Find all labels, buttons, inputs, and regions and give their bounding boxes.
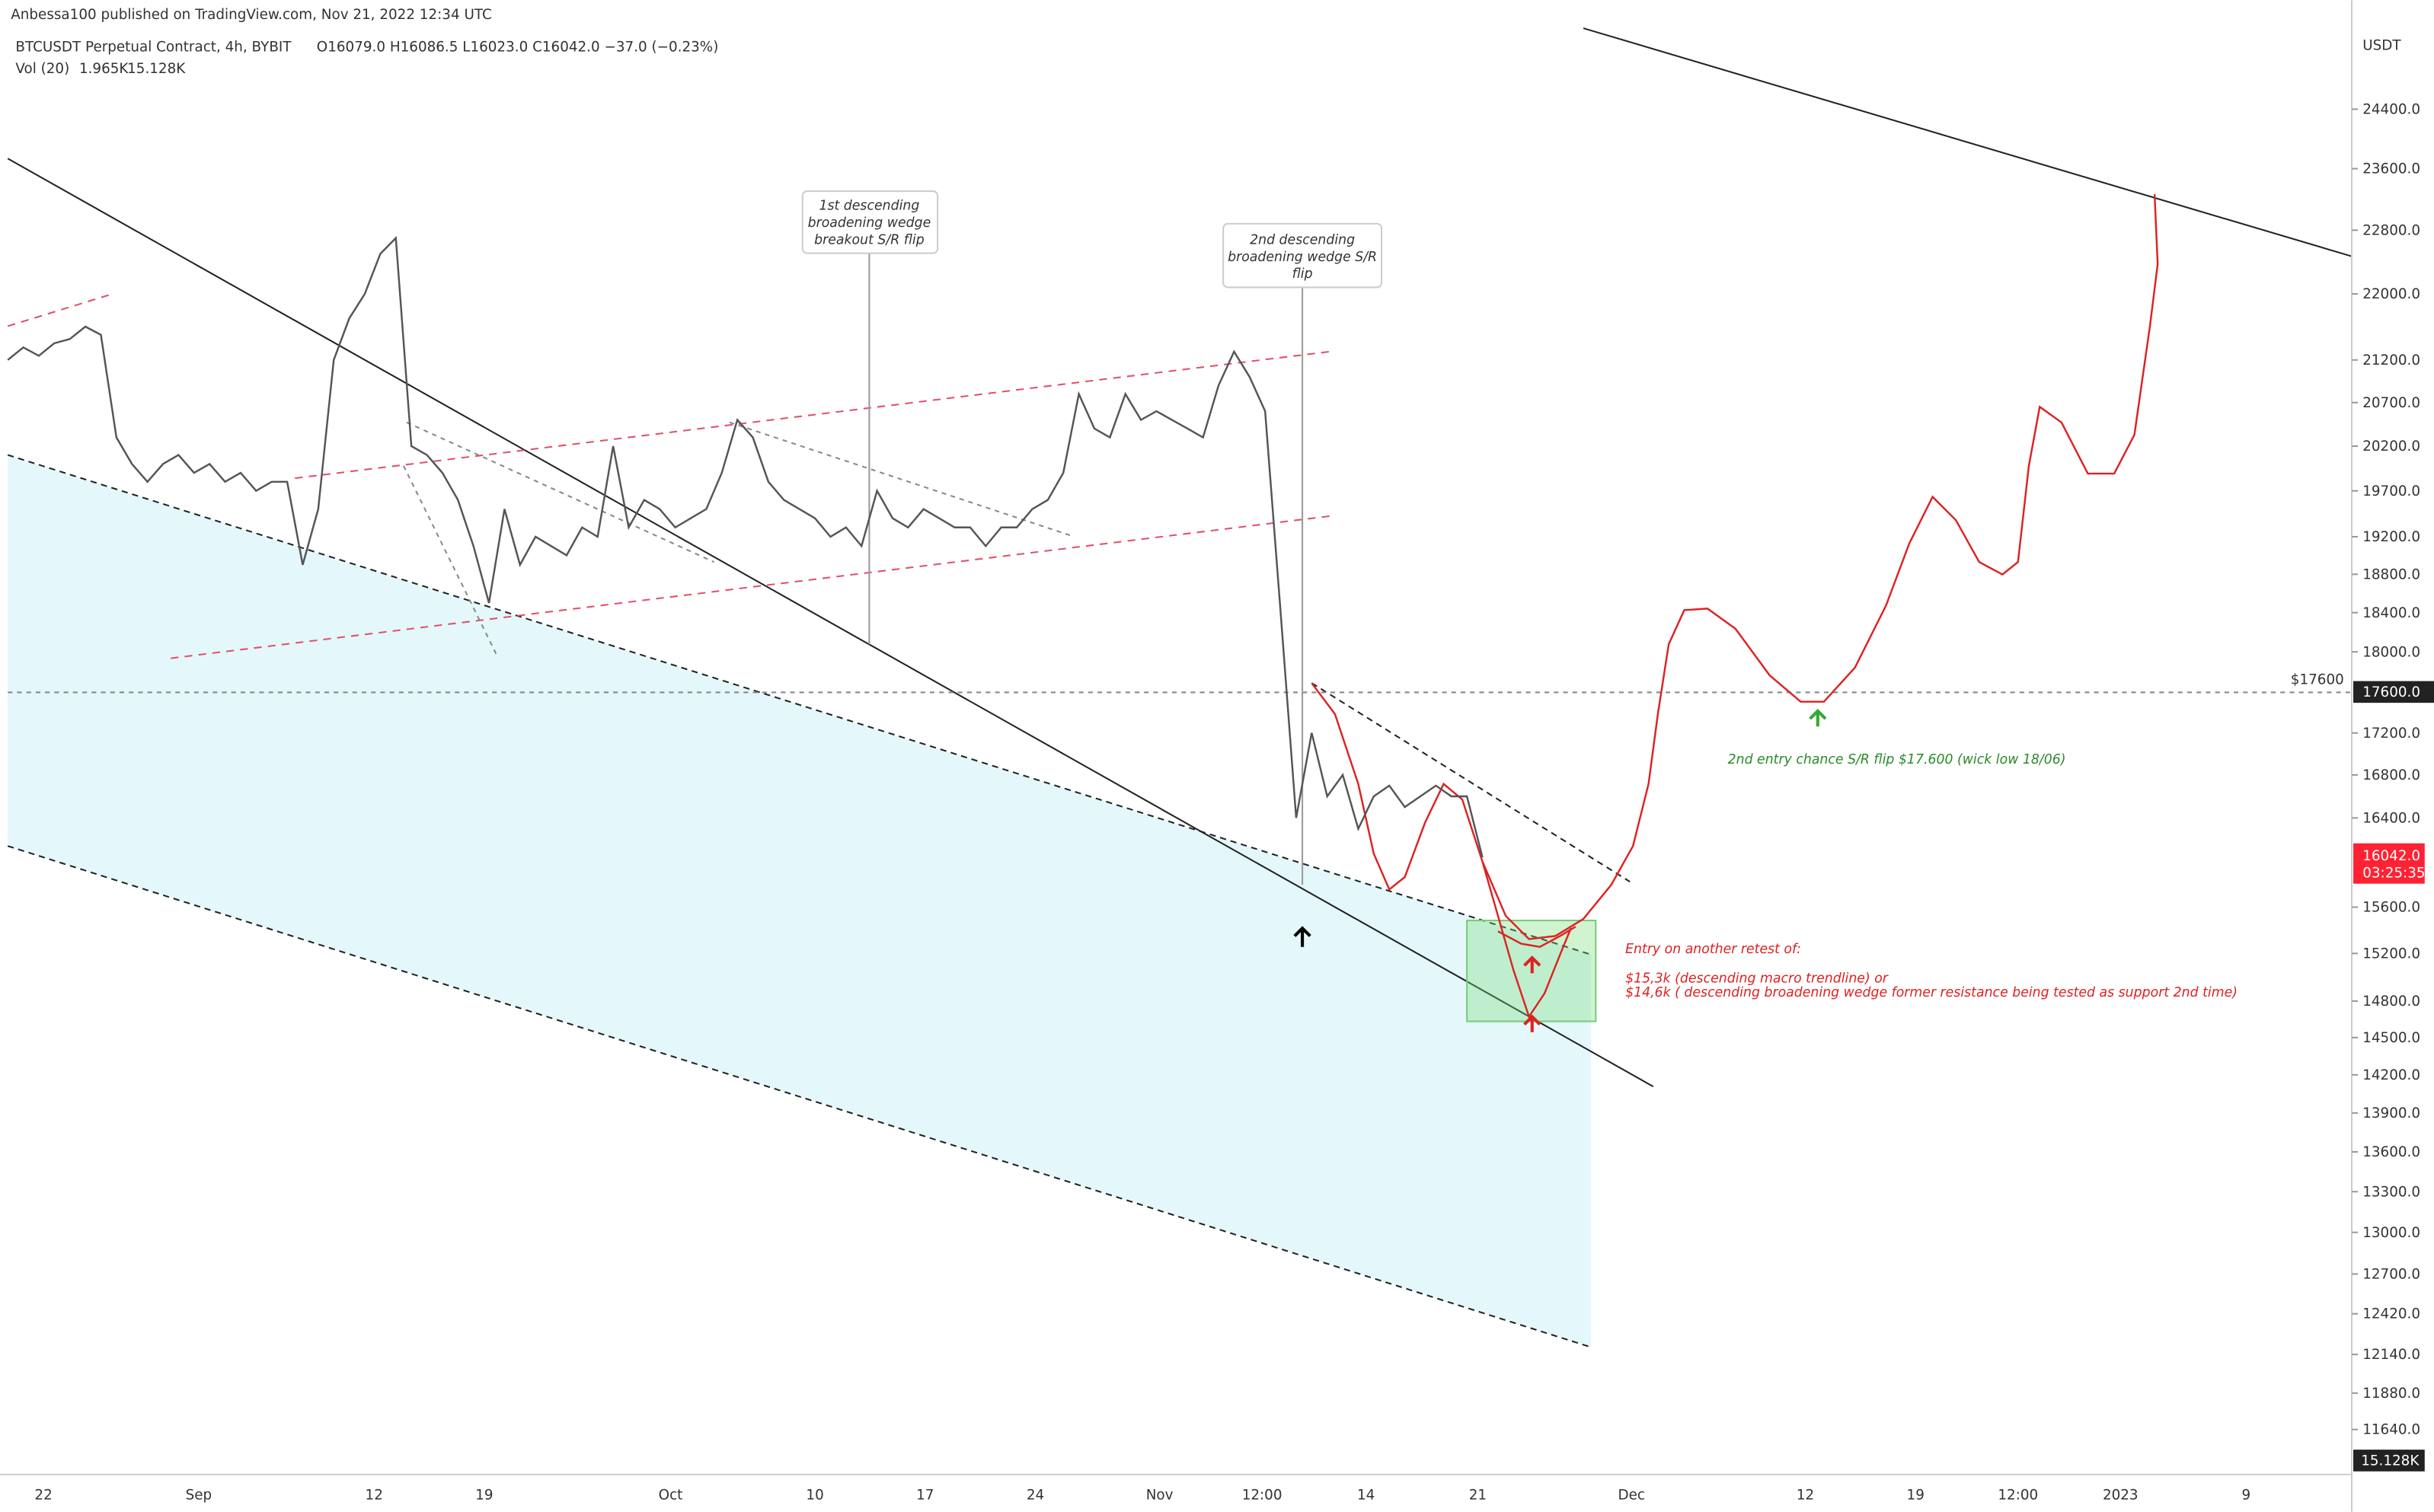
y-tick-label: 13300.0 <box>2362 1184 2420 1200</box>
x-tick-label: 24 <box>1027 1487 1044 1503</box>
red-note: $15,3k (descending macro trendline) or <box>1625 971 1889 987</box>
y-tick-label: 18000.0 <box>2362 644 2420 660</box>
arrow <box>1293 926 1311 947</box>
x-tick-label: 14 <box>1357 1487 1375 1503</box>
y-tick-label: 16400.0 <box>2362 810 2420 826</box>
price-line <box>7 235 1484 858</box>
callout-box <box>801 190 939 254</box>
y-tick-label: 20200.0 <box>2362 439 2420 455</box>
publisher: Anbessa100 published on TradingView.com,… <box>11 7 492 23</box>
y-tick-label: 22800.0 <box>2362 222 2420 238</box>
x-tick-label: 10 <box>806 1487 823 1503</box>
x-tick-label: 12:00 <box>1242 1487 1282 1503</box>
x-tick-label: 12:00 <box>1998 1487 2038 1503</box>
currency: USDT <box>2362 38 2401 54</box>
y-tick-label: 13600.0 <box>2362 1144 2420 1160</box>
y-tick-label: 15600.0 <box>2362 900 2420 916</box>
x-tick-label: 19 <box>475 1487 493 1503</box>
y-tick-label: 12140.0 <box>2362 1347 2420 1363</box>
ohlc: O16079.0 H16086.5 L16023.0 C16042.0 −37.… <box>317 40 719 56</box>
last-price: 16042.0 <box>2362 848 2420 864</box>
x-tick-label: Nov <box>1146 1487 1174 1503</box>
x-tick-label: 12 <box>1797 1487 1814 1503</box>
arrow <box>1523 955 1541 974</box>
volume-badge <box>2353 1450 2425 1472</box>
x-tick-label: 22 <box>34 1487 52 1503</box>
countdown: 03:25:35 <box>2362 866 2425 882</box>
red-note: Entry on another retest of: <box>1625 942 1801 957</box>
y-tick-label: 11640.0 <box>2362 1422 2420 1438</box>
x-tick-label: 9 <box>2242 1487 2251 1503</box>
y-tick-label: 24400.0 <box>2362 102 2420 118</box>
x-tick-label: 2023 <box>2103 1487 2139 1503</box>
y-tick-label: 13900.0 <box>2362 1105 2420 1121</box>
y-tick-label: 20700.0 <box>2362 395 2420 411</box>
symbol: BTCUSDT Perpetual Contract, 4h, BYBIT <box>15 40 292 56</box>
trendline-dashed <box>7 845 1592 1348</box>
y-tick-label: 13000.0 <box>2362 1225 2420 1241</box>
trendline <box>7 158 1654 1088</box>
x-tick-label: Dec <box>1618 1487 1644 1503</box>
wedge-line <box>403 465 498 656</box>
y-tick-label: 12700.0 <box>2362 1267 2420 1283</box>
y-tick-label: 23600.0 <box>2362 161 2420 177</box>
channel-line <box>295 350 1336 480</box>
x-tick-label: 19 <box>1907 1487 1925 1503</box>
y-tick-label: 15200.0 <box>2362 946 2420 962</box>
x-tick-label: 12 <box>366 1487 383 1503</box>
arrow <box>1523 1014 1541 1032</box>
level-badge <box>2353 681 2434 703</box>
y-tick-label: 14500.0 <box>2362 1030 2420 1046</box>
wedge-line <box>406 421 715 563</box>
trendline <box>1583 27 2353 257</box>
y-tick-label: 17200.0 <box>2362 726 2420 742</box>
x-tick-label: Oct <box>659 1487 683 1503</box>
level-label: 17600.0 <box>2362 684 2420 700</box>
callout-box <box>1222 222 1383 289</box>
y-tick-label: 11880.0 <box>2362 1386 2420 1402</box>
x-tick-label: Sep <box>186 1487 212 1503</box>
y-tick-label: 19700.0 <box>2362 483 2420 499</box>
red-note: $14,6k ( descending broadening wedge for… <box>1625 985 2238 1000</box>
y-tick-label: 21200.0 <box>2362 352 2420 368</box>
y-tick-label: 14200.0 <box>2362 1067 2420 1083</box>
y-tick-label: 19200.0 <box>2362 529 2420 545</box>
last-price-badge <box>2353 843 2425 884</box>
y-tick-label: 12420.0 <box>2362 1306 2420 1322</box>
shaded-zone <box>8 455 1592 1348</box>
callout-text: breakout S/R flip <box>814 232 925 247</box>
volume-label: 15.128K <box>2361 1453 2420 1469</box>
trendline-dashed <box>7 454 1592 955</box>
x-tick-label: 21 <box>1469 1487 1487 1503</box>
wedge-line <box>729 421 1072 537</box>
callout-text: broadening wedge <box>808 215 931 231</box>
projection-curve <box>1311 682 1572 1019</box>
y-tick-label: 16800.0 <box>2362 767 2420 783</box>
callout-text: broadening wedge S/R <box>1228 250 1377 265</box>
projection-curve <box>1481 194 2159 940</box>
y-tick-label: 22000.0 <box>2362 286 2420 302</box>
y-tick-label: 18400.0 <box>2362 605 2420 621</box>
volume-value: 15.128K <box>127 61 186 77</box>
y-tick-label: 14800.0 <box>2362 994 2420 1010</box>
y-tick-label: 18800.0 <box>2362 566 2420 582</box>
level-tag: $17600 <box>2291 672 2344 688</box>
x-tick-label: 17 <box>916 1487 934 1503</box>
channel-line <box>7 294 109 327</box>
callout-text: flip <box>1292 266 1313 282</box>
volume-value: 1.965K <box>79 61 129 77</box>
wedge-line <box>1311 682 1631 882</box>
projection-curve <box>1497 926 1576 948</box>
volume-title: Vol (20) <box>15 61 69 77</box>
callout-text: 1st descending <box>819 199 919 214</box>
arrow <box>1809 709 1827 727</box>
callout-text: 2nd descending <box>1250 232 1355 247</box>
green-note: 2nd entry chance S/R flip $17.600 (wick … <box>1728 752 2066 767</box>
